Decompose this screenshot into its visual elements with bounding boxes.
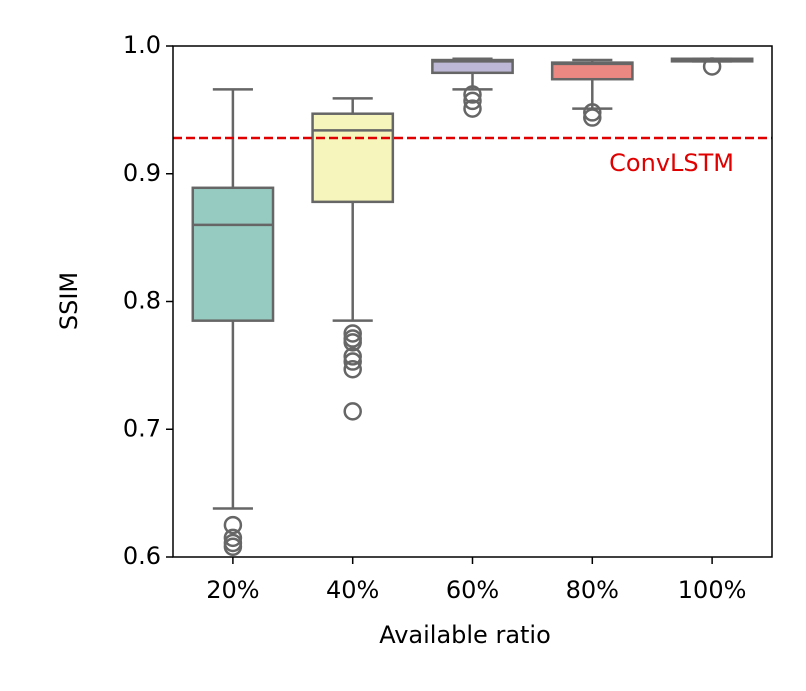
reference-label: ConvLSTM (609, 149, 734, 177)
outlier (343, 352, 362, 371)
x-tick-label: 100% (678, 576, 747, 604)
x-tick-label: 20% (206, 576, 259, 604)
y-tick-label: 0.9 (123, 159, 161, 187)
outlier (583, 108, 602, 127)
y-axis-label: SSIM (55, 272, 83, 330)
plot-frame (172, 45, 773, 558)
outlier (463, 91, 482, 111)
outlier (223, 528, 243, 548)
x-tick-label: 60% (446, 576, 499, 604)
box (431, 58, 514, 75)
y-tick-label: 0.8 (123, 287, 161, 315)
y-tick-label: 1.0 (123, 31, 161, 59)
x-axis-label: Available ratio (379, 621, 551, 649)
box (550, 61, 634, 81)
outlier (343, 324, 362, 343)
outlier (702, 57, 722, 76)
outlier (343, 402, 362, 421)
outlier (343, 347, 362, 366)
box (191, 186, 275, 322)
outlier (463, 85, 482, 104)
x-tick-label: 80% (566, 576, 619, 604)
x-tick-label: 40% (326, 576, 379, 604)
outlier (343, 359, 362, 379)
outlier (223, 515, 243, 535)
outlier (463, 99, 482, 118)
outlier (583, 103, 602, 122)
box (311, 112, 395, 204)
y-tick-label: 0.7 (123, 414, 161, 442)
y-tick-label: 0.6 (123, 542, 161, 570)
outlier (223, 537, 243, 557)
outlier (343, 333, 362, 352)
